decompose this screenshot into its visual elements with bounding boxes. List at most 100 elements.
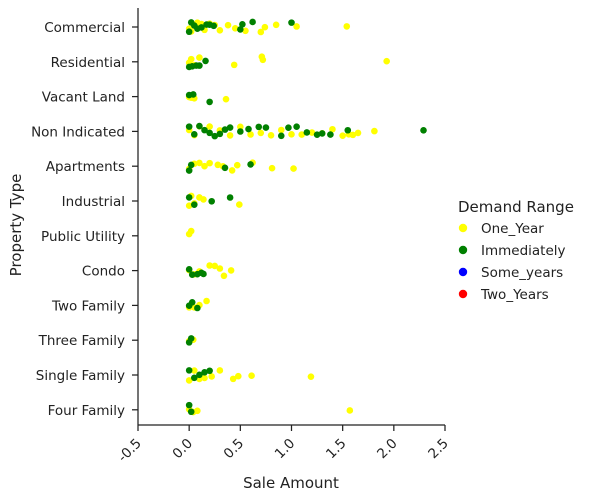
data-point — [190, 201, 198, 208]
x-tick-label: 0.5 — [221, 436, 248, 463]
legend: Demand Range One_Year Immediately Some_yea… — [458, 198, 574, 303]
data-point — [293, 123, 300, 130]
data-point — [201, 126, 208, 134]
x-axis-label: Sale Amount — [243, 474, 339, 492]
y-tick-label: Three Family — [38, 333, 125, 349]
data-point — [206, 262, 213, 269]
y-tick-label: Residential — [51, 55, 125, 71]
data-point — [371, 127, 378, 135]
data-point — [187, 227, 195, 235]
data-point — [190, 374, 198, 382]
y-tick-label: Commercial — [44, 20, 125, 36]
data-point — [329, 125, 336, 133]
data-point — [307, 373, 315, 380]
data-point — [201, 162, 208, 170]
data-point — [339, 132, 346, 139]
data-point — [257, 129, 265, 137]
data-point — [190, 130, 198, 138]
legend-swatch — [458, 289, 468, 299]
y-axis-ticks: Commercial Residential Vacant Land Non Indi… — [31, 20, 138, 419]
legend-entries: One_Year Immediately Some_years Two_Years — [458, 221, 566, 303]
data-point — [196, 62, 203, 69]
data-point — [318, 130, 326, 137]
data-point — [194, 304, 201, 312]
data-point — [190, 367, 198, 374]
data-point — [277, 132, 285, 140]
data-point — [188, 271, 196, 279]
data-point — [237, 128, 244, 135]
data-point — [233, 161, 241, 169]
data-point — [198, 24, 205, 31]
data-point — [288, 19, 295, 26]
y-tick-label: Two Family — [51, 298, 125, 314]
data-point — [216, 367, 224, 374]
legend-swatch — [458, 245, 468, 255]
data-point — [303, 129, 311, 136]
y-tick-label: Public Utility — [41, 229, 125, 245]
data-point — [206, 98, 213, 106]
data-point — [185, 194, 193, 201]
data-point — [214, 161, 222, 169]
data-point — [247, 161, 254, 168]
data-point — [187, 335, 195, 342]
data-point — [420, 127, 427, 134]
legend-swatch — [458, 223, 468, 233]
data-point — [236, 201, 243, 208]
legend-label: Two_Years — [480, 287, 549, 303]
x-tick-label: 0.0 — [169, 436, 196, 463]
data-point — [211, 132, 219, 140]
data-point — [188, 298, 196, 306]
data-point — [221, 126, 229, 133]
data-point — [229, 375, 237, 383]
data-point — [185, 167, 193, 174]
data-point — [201, 369, 208, 376]
data-point — [189, 91, 197, 98]
x-tick-label: 1.0 — [272, 436, 299, 463]
data-point — [206, 123, 213, 130]
data-point — [210, 22, 218, 30]
data-point — [327, 131, 334, 138]
x-axis-ticks: -0.5 0.0 0.5 1.0 1.5 2.0 2.5 — [115, 425, 452, 465]
data-point — [185, 401, 193, 409]
y-tick-label: Industrial — [62, 194, 125, 210]
y-tick-label: Condo — [82, 264, 125, 280]
data-point — [187, 408, 195, 416]
data-point — [267, 131, 275, 139]
data-point — [185, 265, 193, 273]
data-point — [216, 27, 224, 34]
data-point — [245, 125, 252, 133]
data-point — [187, 161, 195, 169]
data-point — [346, 407, 354, 414]
data-point — [349, 131, 357, 139]
data-point — [259, 56, 267, 64]
data-point — [228, 167, 236, 174]
data-point — [201, 374, 208, 382]
data-point — [237, 123, 244, 131]
data-point — [226, 124, 234, 131]
data-point — [343, 23, 351, 30]
data-point — [262, 124, 270, 131]
data-point — [293, 23, 300, 30]
data-point — [268, 164, 276, 172]
y-tick-label: Vacant Land — [42, 90, 125, 106]
data-point — [285, 124, 292, 132]
data-point — [226, 194, 234, 201]
x-tick-label: 2.0 — [374, 436, 401, 463]
data-point — [230, 61, 238, 69]
data-point — [185, 377, 193, 384]
legend-label: One_Year — [481, 221, 544, 237]
data-point — [196, 159, 203, 167]
data-point — [248, 372, 255, 380]
x-tick-label: 2.5 — [425, 436, 452, 463]
data-point — [185, 202, 193, 210]
data-point — [242, 27, 249, 35]
legend-title: Demand Range — [458, 198, 574, 216]
data-point — [202, 57, 209, 65]
data-point — [234, 372, 242, 380]
data-point — [206, 129, 213, 137]
data-point — [216, 130, 224, 138]
data-point — [354, 129, 362, 137]
data-point — [196, 371, 203, 379]
data-point — [277, 126, 285, 134]
data-point — [203, 297, 210, 305]
